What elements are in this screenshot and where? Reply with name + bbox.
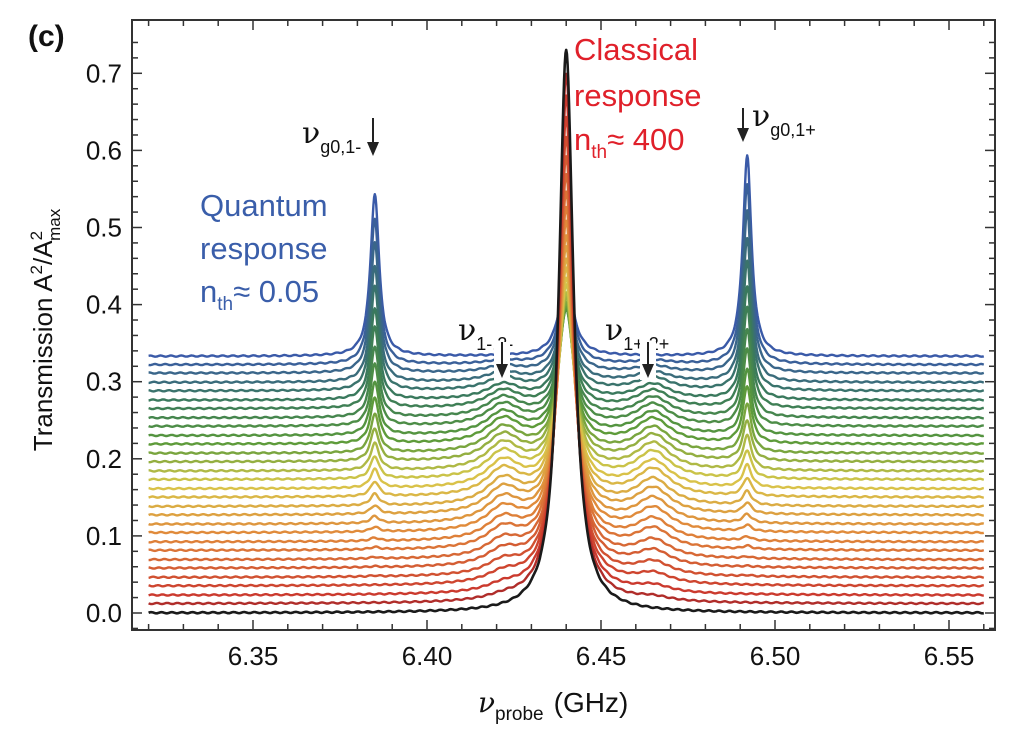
trace-12: [148, 257, 985, 509]
arrow-down-icon: [642, 342, 654, 378]
trace-19: [148, 304, 985, 446]
x-tick-label: 6.40: [402, 641, 453, 671]
trace-15: [148, 283, 985, 482]
x-tick-label: 6.35: [228, 641, 279, 671]
traces: [148, 48, 985, 615]
svg-text:nth≈ 0.05: nth≈ 0.05: [200, 274, 319, 315]
svg-text:νg0,1+: νg0,1+: [752, 99, 816, 140]
trace-8: [148, 205, 985, 544]
trace-0: [148, 48, 985, 615]
y-tick-label: 0.0: [86, 598, 122, 628]
trace-16: [148, 291, 985, 473]
plot-frame: [131, 19, 996, 631]
trace-20: [148, 307, 985, 438]
y-tick-label: 0.7: [86, 58, 122, 88]
annotation-1-2-plus: ν1+,2+: [605, 313, 669, 380]
trace-5: [148, 155, 985, 570]
annotation-quantum-response: Quantum response nth≈ 0.05: [200, 188, 328, 315]
x-axis-label: νprobe (GHz): [478, 686, 628, 725]
arrow-down-icon: [737, 108, 749, 142]
svg-text:Quantum: Quantum: [200, 188, 328, 223]
y-tick-label: 0.1: [86, 521, 122, 551]
trace-23: [148, 305, 985, 411]
trace-13: [148, 266, 985, 499]
tick-labels: 6.35 6.40 6.45 6.50 6.55 0.0 0.1 0.2 0.3 0.4 0.5 0.…: [86, 58, 974, 671]
y-tick-label: 0.5: [86, 213, 122, 243]
trace-18: [148, 301, 985, 455]
annotation-g01-minus: νg0,1-: [302, 116, 379, 157]
svg-text:νg0,1-: νg0,1-: [302, 116, 361, 157]
y-axis-label: Transmission A2/A2max: [27, 208, 64, 451]
y-tick-label: 0.3: [86, 367, 122, 397]
svg-text:Classical: Classical: [574, 32, 698, 67]
trace-6: [148, 173, 985, 562]
trace-17: [148, 295, 985, 464]
svg-text:nth≈ 400: nth≈ 400: [574, 122, 684, 163]
trace-4: [148, 135, 985, 579]
annotation-classical-response: Classical response nth≈ 400: [574, 32, 702, 163]
y-tick-label: 0.4: [86, 290, 122, 320]
y-tick-label: 0.6: [86, 135, 122, 165]
trace-7: [148, 190, 985, 553]
trace-10: [148, 234, 985, 526]
trace-3: [148, 115, 985, 588]
trace-2: [148, 94, 985, 597]
arrow-down-icon: [367, 118, 379, 156]
trace-1: [148, 72, 985, 606]
y-tick-label: 0.2: [86, 444, 122, 474]
annotation-g01-plus: νg0,1+: [737, 99, 816, 142]
x-tick-label: 6.45: [576, 641, 627, 671]
annotation-1-2-minus: ν1-,2-: [458, 313, 513, 380]
svg-text:ν1+,2+: ν1+,2+: [605, 313, 669, 354]
svg-text:response: response: [574, 78, 702, 113]
trace-9: [148, 219, 985, 535]
panel-label: (c): [28, 20, 65, 53]
axis-ticks: [132, 20, 995, 630]
x-tick-label: 6.50: [750, 641, 801, 671]
svg-text:response: response: [200, 231, 328, 266]
arrow-down-icon: [496, 342, 508, 378]
x-tick-label: 6.55: [924, 641, 975, 671]
trace-14: [148, 276, 985, 491]
trace-11: [148, 245, 985, 517]
